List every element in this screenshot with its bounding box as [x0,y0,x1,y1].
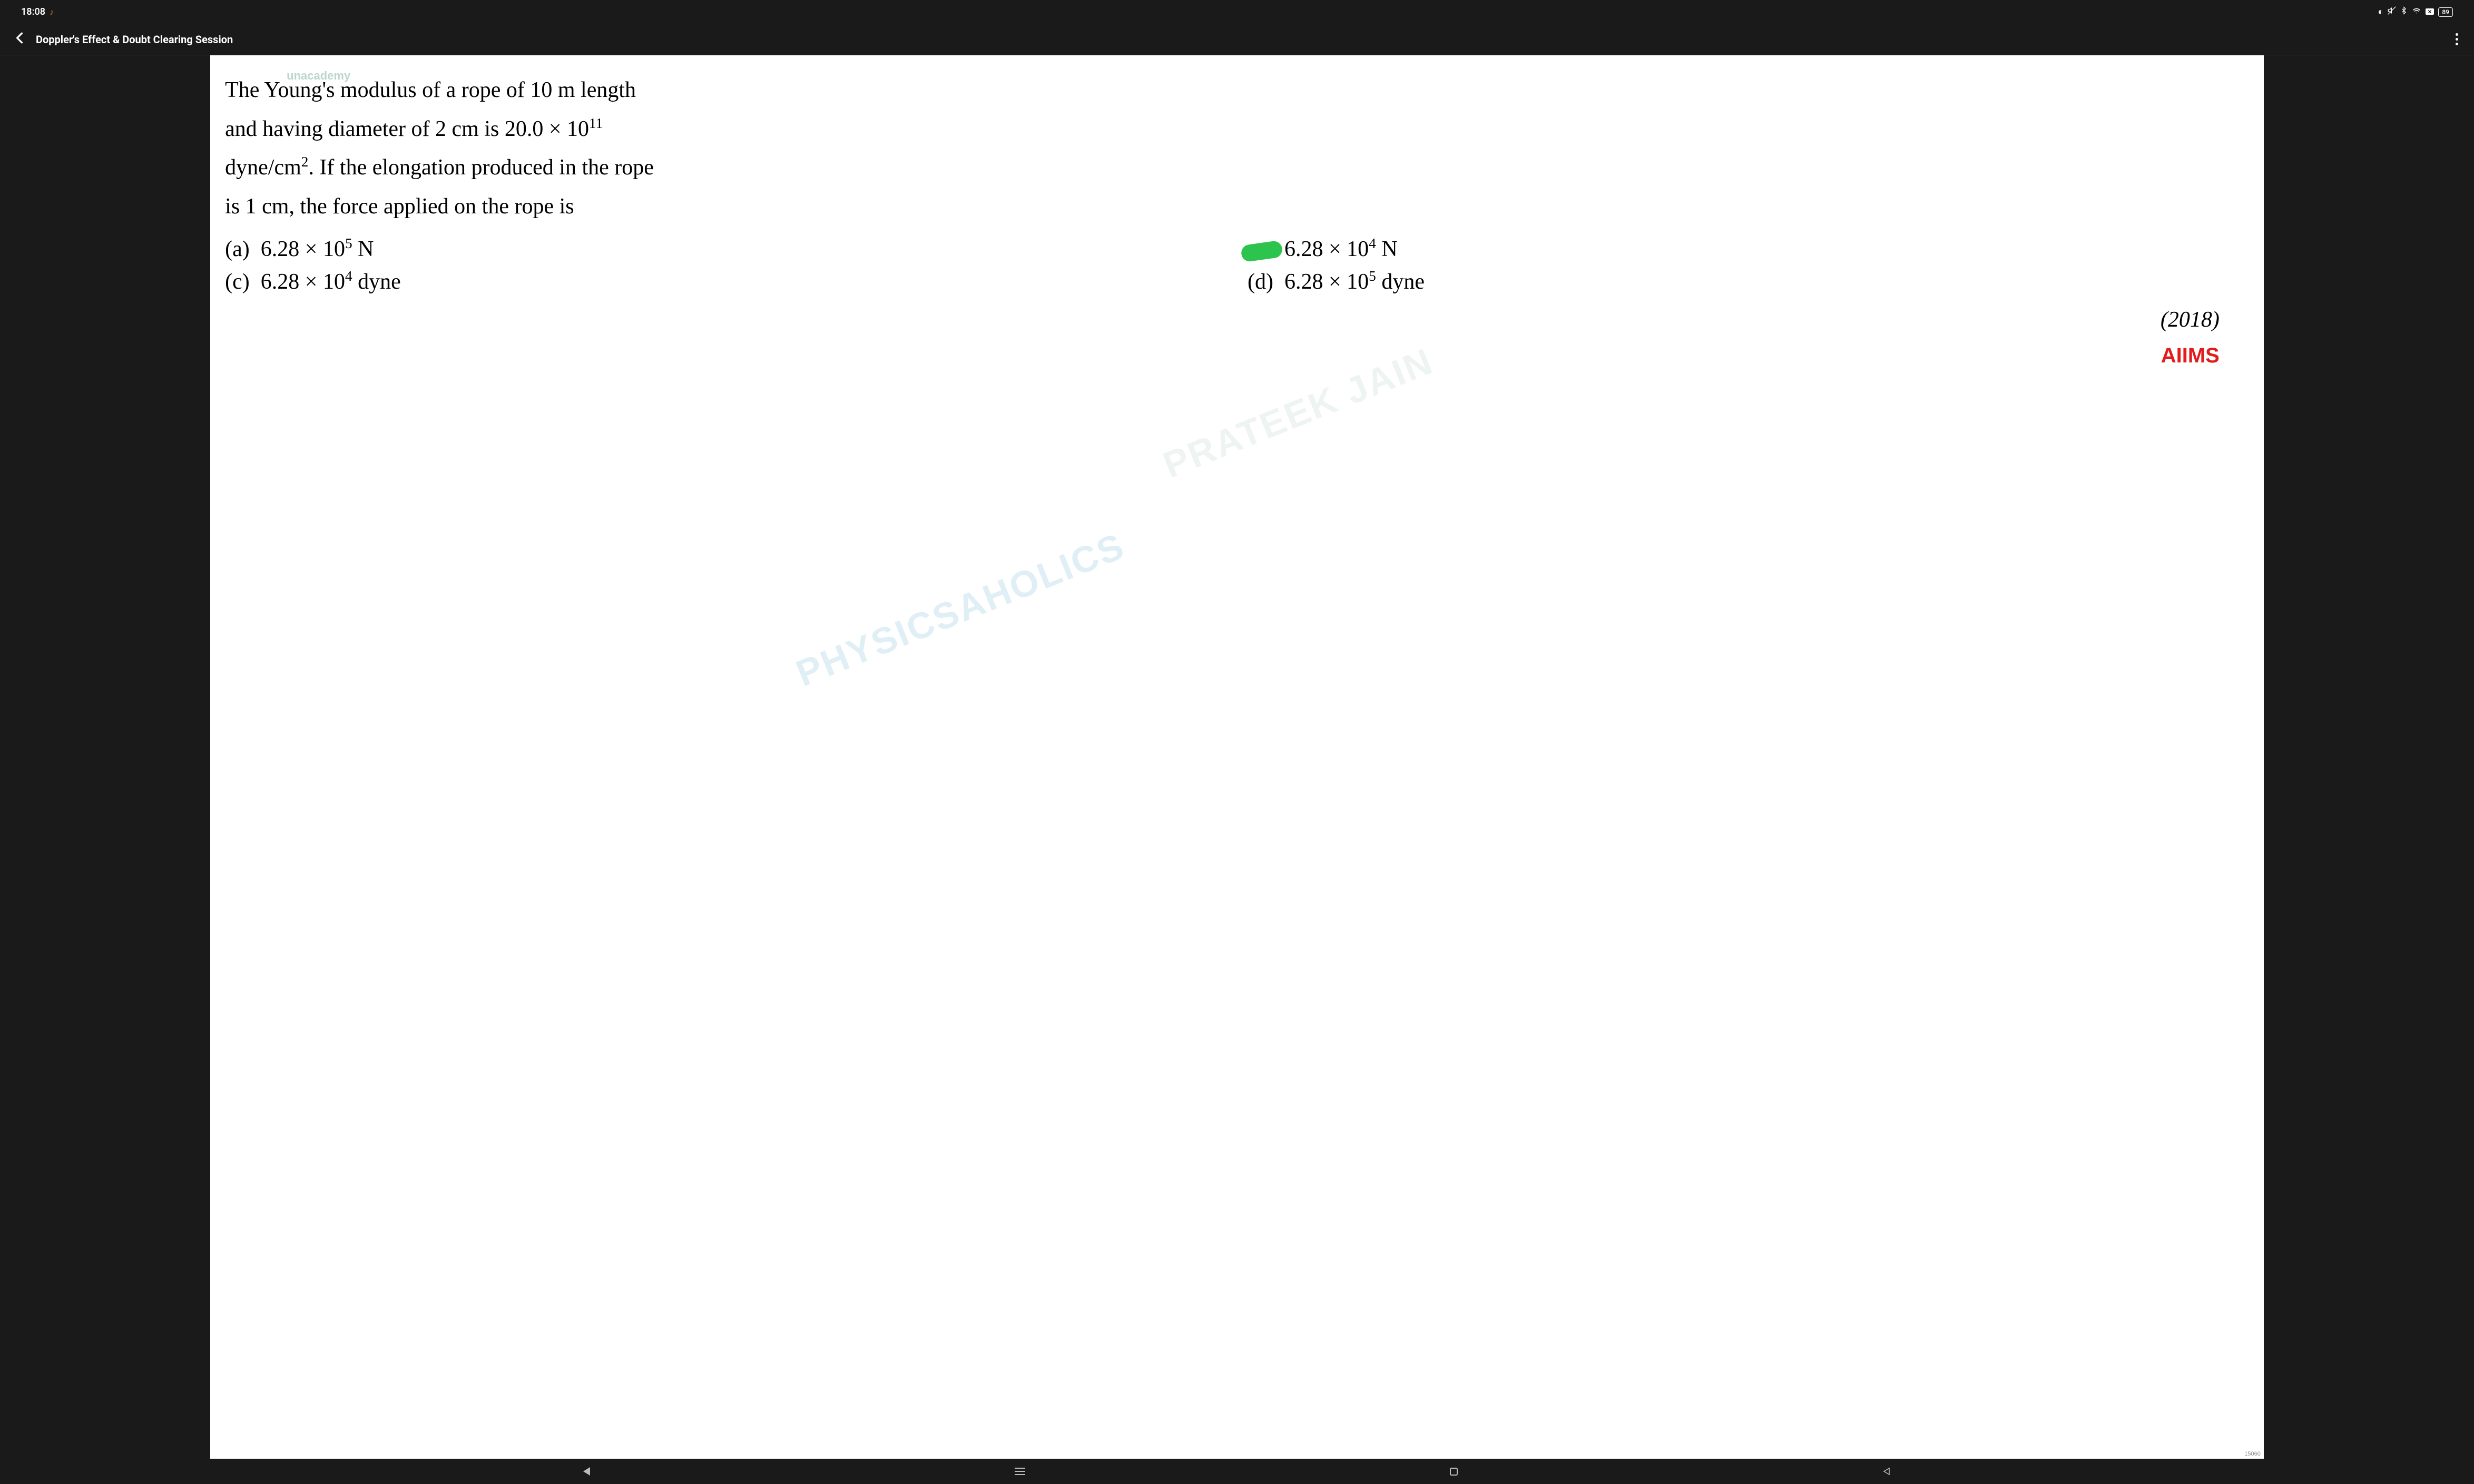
option-a-exp: 5 [345,235,352,251]
option-a[interactable]: (a) 6.28 × 105 N [225,235,1226,262]
card-id: 15060 [2244,1451,2261,1457]
option-c-unit: dyne [352,270,401,294]
header-left: Doppler's Effect & Doubt Clearing Sessio… [16,32,233,47]
question-card: unacademy PHYSICSAHOLICS PRATEEK JAIN Th… [210,55,2264,1459]
option-c[interactable]: (c) 6.28 × 104 dyne [225,268,1226,294]
nav-recents-button[interactable] [1015,1468,1025,1475]
clock-time: 18:08 [21,6,45,17]
question-line-3-sup: 2 [301,154,309,170]
question-line-2-sup: 11 [589,115,603,131]
option-b-base: 6.28 × 10 [1284,237,1369,261]
mute-icon [2388,6,2396,17]
close-icon [2426,6,2434,17]
status-left: 18:08 ♪ [21,6,54,17]
content-area[interactable]: unacademy PHYSICSAHOLICS PRATEEK JAIN Th… [0,55,2474,1459]
options-grid: (a) 6.28 × 105 N (b) 6.28 × 104 N (c) 6.… [225,235,2249,294]
option-d-unit: dyne [1376,270,1425,294]
dnd-icon: ◐ [2378,6,2383,17]
question-line-1: The Young's modulus of a rope of 10 m le… [225,78,636,102]
question-year: (2018) [225,307,2249,332]
nav-back-alt-button[interactable] [1882,1467,1891,1476]
question-line-4: is 1 cm, the force applied on the rope i… [225,194,574,219]
option-b[interactable]: (b) 6.28 × 104 N [1248,235,2249,262]
option-d[interactable]: (d) 6.28 × 105 dyne [1248,268,2249,294]
question-text: The Young's modulus of a rope of 10 m le… [225,71,2249,226]
option-c-exp: 4 [345,268,352,284]
nav-home-button[interactable] [1450,1468,1458,1476]
battery-indicator: 89 [2438,7,2453,17]
question-source: AIIMS [225,344,2249,368]
option-c-base: 6.28 × 10 [261,270,345,294]
status-right: ◐ 89 [2378,6,2453,17]
option-a-base: 6.28 × 10 [261,237,345,261]
option-b-exp: 4 [1369,235,1376,251]
question-line-3b: . If the elongation produced in the rope [308,155,653,180]
option-d-label: (d) [1248,270,1273,294]
option-d-exp: 5 [1369,268,1376,284]
option-d-base: 6.28 × 10 [1284,270,1369,294]
question-line-3a: dyne/cm [225,155,301,180]
watermark-diagonal-1: PHYSICSAHOLICS [790,525,1131,695]
nav-back-button[interactable] [583,1467,590,1476]
question-line-2a: and having diameter of 2 cm is 20.0 × 10 [225,117,589,141]
option-b-unit: N [1376,237,1398,261]
back-button[interactable] [16,32,23,47]
option-a-label: (a) [225,237,250,261]
bluetooth-icon [2400,6,2408,17]
page-title: Doppler's Effect & Doubt Clearing Sessio… [36,33,233,46]
system-nav-bar [0,1459,2474,1484]
option-a-unit: N [352,237,374,261]
more-options-button[interactable] [2456,33,2458,45]
app-header: Doppler's Effect & Doubt Clearing Sessio… [0,24,2474,55]
wifi-icon [2412,6,2421,17]
option-c-label: (c) [225,270,250,294]
status-bar: 18:08 ♪ ◐ 89 [0,0,2474,24]
music-icon: ♪ [50,7,54,17]
